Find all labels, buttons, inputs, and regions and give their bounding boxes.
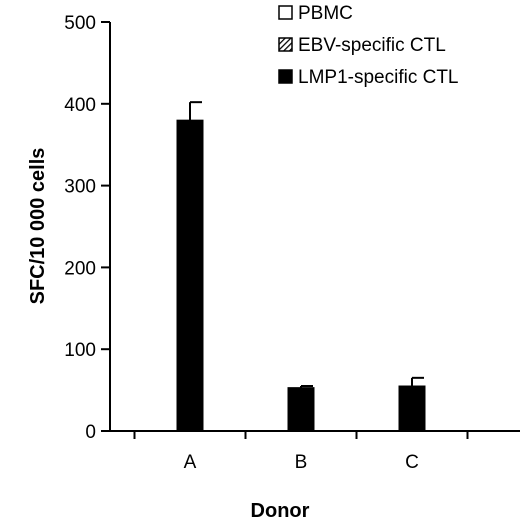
x-category-label: C	[405, 452, 419, 473]
bars	[176, 119, 426, 432]
legend-label: LMP1-specific CTL	[298, 67, 459, 88]
y-tick-label: 300	[64, 177, 96, 198]
legend-swatch	[278, 69, 293, 84]
y-tick-label: 200	[64, 258, 96, 279]
legend-swatch	[278, 37, 293, 52]
y-ticks: 0 100 200 300 400 500	[64, 13, 110, 443]
x-ticks: A B C	[133, 431, 469, 473]
y-axis-title: SFC/10 000 cells	[27, 148, 49, 305]
legend-label: PBMC	[298, 3, 353, 24]
bar	[398, 385, 426, 432]
y-tick-label: 0	[85, 422, 96, 443]
y-tick-label: 100	[64, 340, 96, 361]
legend-swatch	[278, 5, 293, 20]
bar	[287, 387, 315, 432]
x-category-label: A	[184, 452, 197, 473]
x-axis-title: Donor	[251, 500, 310, 522]
error-bars	[189, 101, 424, 388]
y-tick-label: 400	[64, 95, 96, 116]
y-tick-label: 500	[64, 13, 96, 34]
bar	[176, 119, 204, 432]
x-category-label: B	[295, 452, 308, 473]
legend-label: EBV-specific CTL	[298, 35, 446, 56]
legend: PBMC EBV-specific CTL LMP1-specific CTL	[278, 3, 459, 88]
